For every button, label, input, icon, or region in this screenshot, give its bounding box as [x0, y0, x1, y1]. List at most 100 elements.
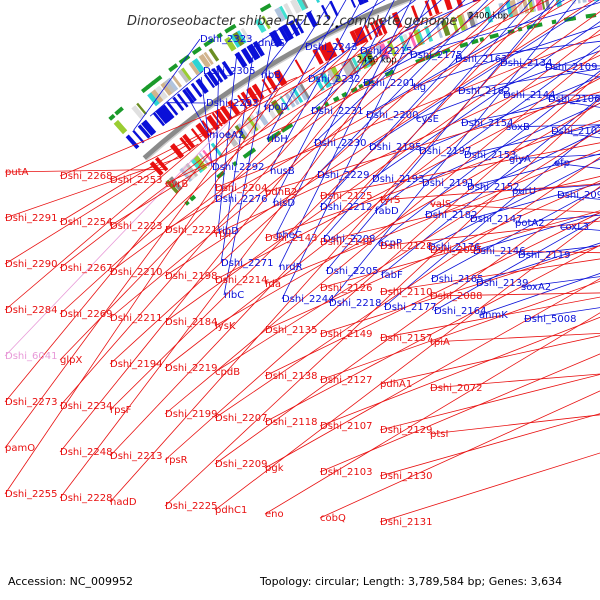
label-connector	[429, 414, 600, 435]
feature-block	[541, 0, 546, 10]
label-connector	[264, 149, 600, 285]
gene-label: pheC	[276, 230, 302, 241]
gc-marker	[203, 37, 215, 48]
feature-block	[440, 19, 451, 37]
feature-block	[424, 25, 434, 42]
gene-label: Dshi_2088	[430, 291, 482, 302]
label-connector	[418, 76, 600, 152]
gene-label: Dshi_2197	[419, 146, 471, 157]
feature-block	[171, 74, 183, 88]
label-connector	[109, 0, 542, 457]
feature-block	[274, 7, 286, 23]
gc-marker	[191, 46, 202, 56]
feature-block	[188, 61, 200, 76]
reverse-gene	[322, 42, 335, 60]
gc-marker	[168, 63, 179, 73]
feature-block	[208, 48, 220, 62]
label-connector	[4, 108, 247, 403]
label-connector	[59, 57, 333, 269]
label-connector	[214, 186, 600, 465]
label-connector	[409, 2, 600, 56]
gene-label: Dshi_2144	[503, 90, 555, 101]
gene-label: Dshi_2293	[206, 98, 258, 109]
reverse-gene	[227, 99, 241, 116]
gc-marker	[151, 75, 163, 85]
label-connector	[264, 212, 600, 377]
reverse-gene	[335, 37, 345, 54]
gene-label: Dshi_2157	[380, 333, 432, 344]
label-connector	[149, 70, 204, 117]
gene-label: Dshi_2195	[369, 142, 421, 153]
gene-label: Dshi_2139	[476, 278, 528, 289]
label-connector	[316, 0, 489, 176]
feature-block	[283, 2, 294, 18]
label-connector	[454, 40, 600, 60]
gc-marker	[216, 32, 223, 39]
feature-block	[185, 162, 199, 178]
forward-gene	[252, 40, 265, 57]
map-title: Dinoroseobacter shibae DFL 12, complete …	[127, 14, 457, 29]
gene-label: nrdR	[279, 262, 303, 273]
gene-label: Dshi_2253	[110, 175, 162, 186]
feature-block	[313, 75, 325, 92]
forward-gene	[161, 104, 175, 120]
gene-label: Dshi_2211	[110, 313, 162, 324]
feature-block	[351, 56, 361, 73]
gene-label: Dshi_2134	[500, 58, 552, 69]
gene-label: cysE	[416, 114, 439, 125]
label-connector	[319, 142, 600, 197]
gene-label: Dshi_2194	[110, 359, 162, 370]
gene-label: Dshi_2305	[203, 66, 255, 77]
reverse-gene	[326, 41, 338, 58]
forward-gene	[357, 0, 365, 6]
label-connector	[164, 0, 550, 185]
feature-block	[484, 6, 494, 23]
label-connector	[217, 52, 238, 232]
gene-label: Dshi_2126	[320, 283, 372, 294]
label-connector	[59, 49, 351, 315]
gene-label: Dshi_2164	[434, 306, 486, 317]
gene-label: Dshi_2219	[165, 363, 217, 374]
gene-label: ribC	[224, 290, 244, 301]
feature-block	[340, 60, 353, 78]
gene-label: Dshi_2269	[60, 309, 112, 320]
gene-label: acpP	[378, 238, 402, 249]
forward-gene	[143, 119, 157, 134]
forward-gene	[184, 87, 197, 102]
gene-label: Dshi_2072	[430, 383, 482, 394]
gene-label: Dshi_2267	[60, 263, 112, 274]
feature-block	[177, 68, 191, 83]
gene-label: fabD	[375, 206, 399, 217]
feature-block	[147, 91, 161, 107]
label-connector	[109, 11, 443, 181]
feature-block	[131, 105, 145, 120]
label-connector	[319, 316, 600, 427]
gene-label: coxL3	[560, 222, 589, 233]
gene-label: Dshi_2162	[458, 86, 510, 97]
gc-marker	[350, 86, 358, 93]
label-connector	[427, 158, 600, 248]
forward-gene	[249, 43, 261, 59]
forward-gene	[203, 73, 216, 89]
gene-label: Dshi_2214	[215, 275, 267, 286]
gene-label: Dshi_2135	[265, 325, 317, 336]
label-connector	[429, 249, 600, 254]
forward-gene	[268, 31, 281, 48]
gene-label: potA2	[515, 218, 545, 229]
gc-marker	[358, 83, 364, 90]
gene-label: Dshi_2229	[317, 170, 369, 181]
gene-label: Dshi_2212	[320, 202, 372, 213]
label-connector	[478, 272, 600, 316]
reverse-gene	[444, 0, 453, 11]
gene-label: pdhC1	[215, 505, 247, 516]
reverse-gene	[182, 133, 196, 149]
gene-label: Dshi_2213	[110, 451, 162, 462]
gene-label: Dshi_2090	[557, 190, 600, 201]
label-connector	[472, 212, 600, 252]
label-connector	[264, 278, 600, 469]
gc-marker	[384, 69, 395, 77]
feature-block	[456, 14, 467, 31]
gene-label: Dshi_2204	[215, 183, 267, 194]
gene-label: Dshi_2231	[311, 106, 363, 117]
gene-label: Dshi_2276	[215, 194, 267, 205]
